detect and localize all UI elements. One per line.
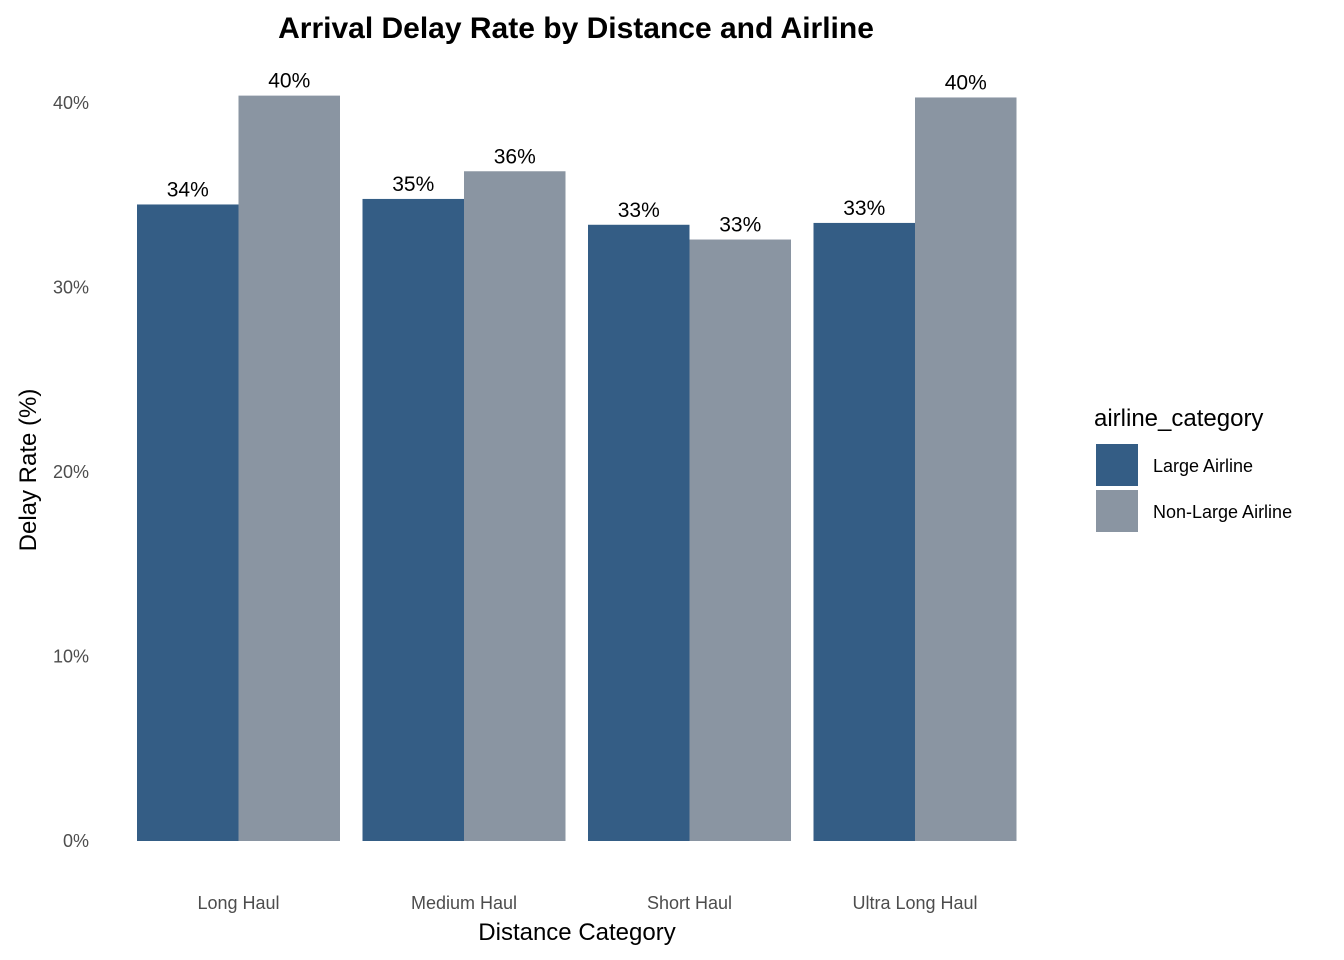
y-tick-label: 0% — [63, 831, 89, 851]
bar-value-label: 36% — [494, 145, 536, 168]
bar-value-label: 40% — [945, 71, 987, 94]
legend-swatch — [1096, 444, 1138, 486]
x-tick-label: Long Haul — [197, 893, 279, 913]
bar-non-large-airline-short-haul — [689, 239, 791, 841]
chart-title: Arrival Delay Rate by Distance and Airli… — [278, 12, 874, 45]
bar-large-airline-long-haul — [137, 204, 239, 842]
legend-title: airline_category — [1094, 405, 1263, 432]
data-labels-group: 34% 40% 35% 36% 33% 33% 33% 40% — [167, 70, 987, 237]
bar-large-airline-short-haul — [588, 224, 690, 841]
y-tick-label: 20% — [53, 462, 89, 482]
bar-non-large-airline-long-haul — [238, 95, 340, 842]
bar-value-label: 33% — [719, 214, 761, 237]
bar-large-airline-medium-haul — [362, 198, 464, 841]
legend-label: Non-Large Airline — [1153, 502, 1292, 522]
y-tick-label: 30% — [53, 278, 89, 298]
bar-non-large-airline-ultra-long-haul — [915, 97, 1017, 842]
bar-non-large-airline-medium-haul — [464, 171, 566, 841]
legend-label: Large Airline — [1153, 456, 1253, 476]
x-tick-label: Short Haul — [647, 893, 732, 913]
bar-large-airline-ultra-long-haul — [813, 222, 915, 842]
x-axis-ticks: Long Haul Medium Haul Short Haul Ultra Long… — [197, 893, 977, 913]
x-tick-label: Medium Haul — [411, 893, 517, 913]
bar-value-label: 40% — [268, 70, 310, 93]
bar-value-label: 33% — [618, 199, 660, 222]
bar-value-label: 33% — [843, 197, 885, 220]
x-tick-label: Ultra Long Haul — [852, 893, 977, 913]
bar-value-label: 35% — [392, 173, 434, 196]
y-axis-title: Delay Rate (%) — [15, 389, 42, 552]
x-axis-title: Distance Category — [478, 919, 675, 946]
bar-value-label: 34% — [167, 178, 209, 201]
y-tick-label: 40% — [53, 93, 89, 113]
legend: airline_category Large Airline Non-Large … — [1094, 405, 1292, 532]
legend-swatch — [1096, 490, 1138, 532]
bars-group — [137, 95, 1017, 842]
y-axis-ticks: 0% 10% 20% 30% 40% — [53, 93, 89, 851]
y-tick-label: 10% — [53, 647, 89, 667]
